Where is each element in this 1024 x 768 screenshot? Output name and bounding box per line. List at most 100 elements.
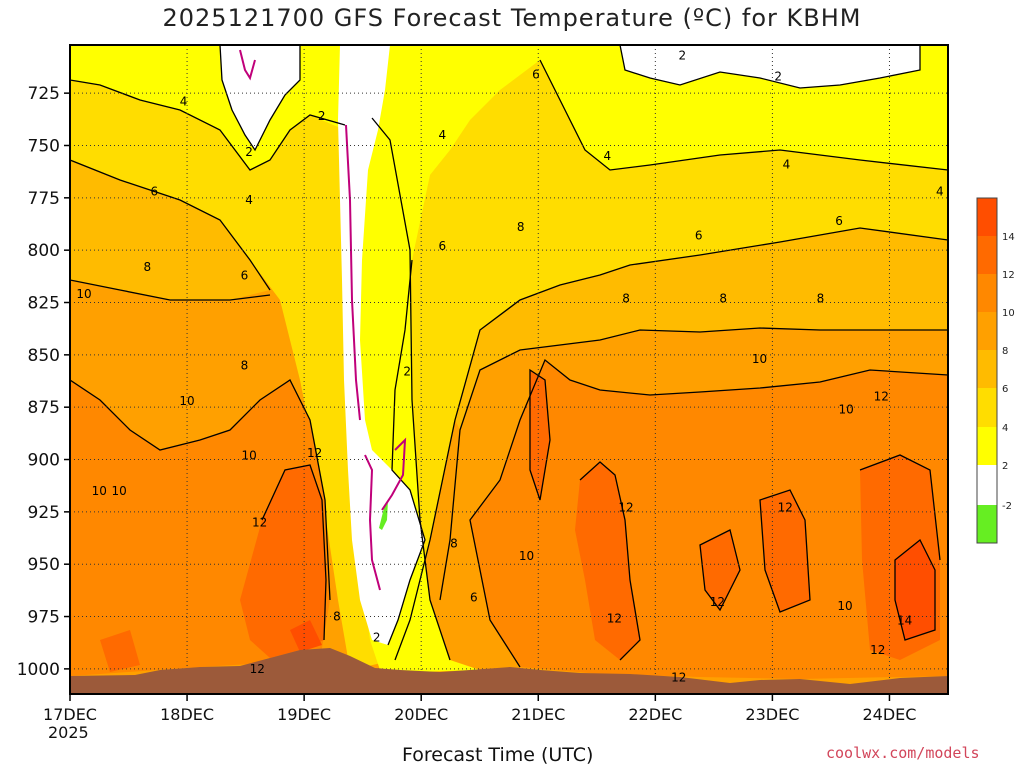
- contour-label-26: 10: [179, 394, 194, 408]
- y-axis: 725 750 775 800 825 850 875 900 925 950 975 1000: [17, 84, 70, 680]
- contour-line-3: [70, 379, 331, 601]
- contour-label-43: 2: [373, 630, 381, 644]
- colorbar-tick-4: 6: [1002, 384, 1008, 395]
- colorbar-tick-5: 4: [1002, 423, 1008, 434]
- colorbar-tick-2: 10: [1002, 308, 1015, 319]
- x-tick-label-24DEC: 24DEC: [862, 705, 916, 724]
- contour-label-8: 4: [783, 157, 791, 171]
- contour-label-5: 4: [438, 128, 446, 142]
- y-tick-label-925: 925: [28, 503, 60, 523]
- x-tick-label-23DEC: 23DEC: [745, 705, 799, 724]
- colorbar-tick-7: -2: [1002, 501, 1012, 512]
- contour-label-38: 6: [470, 591, 478, 605]
- contour-label-0: 2: [678, 48, 686, 62]
- x-axis-title: Forecast Time (UTC): [402, 744, 594, 766]
- y-tick-label-875: 875: [28, 398, 60, 418]
- fill-gt-14C-24dec: [895, 540, 935, 640]
- contour-label-37: 12: [710, 595, 725, 609]
- contour-label-17: 6: [241, 268, 249, 282]
- freezing-line-2: [364, 454, 381, 591]
- colorbar-swatch-2-4: [977, 427, 997, 465]
- colorbar-swatch-lt-m2: [977, 505, 997, 543]
- contour-label-35: 8: [450, 536, 458, 550]
- colorbar-swatch-12-14: [977, 236, 997, 274]
- contour-line-1: [70, 159, 271, 291]
- contour-line-6: [394, 227, 948, 661]
- y-tick-label-825: 825: [28, 294, 60, 314]
- y-tick-label-850: 850: [28, 346, 60, 366]
- grid-lines: [70, 45, 948, 694]
- colorbar-swatch-8-10: [977, 312, 997, 350]
- contour-line-15: [387, 259, 426, 646]
- y-tick-label-750: 750: [28, 136, 60, 156]
- plot-frame: [69, 44, 949, 695]
- x-tick-label-19DEC: 19DEC: [277, 705, 331, 724]
- contour-label-13: 8: [517, 220, 525, 234]
- contour-label-24: 2: [403, 365, 411, 379]
- contour-label-45: 12: [250, 662, 265, 676]
- contour-label-20: 8: [817, 291, 825, 305]
- contour-line-4: [261, 464, 327, 641]
- colorbar-swatch-gt-14: [977, 198, 997, 236]
- fill-6-8C-left: [70, 160, 270, 300]
- fill-12-14C-17dec: [100, 630, 140, 672]
- contour-line-10: [579, 461, 641, 661]
- contour-label-10: 4: [245, 193, 253, 207]
- contour-line-0: [70, 79, 346, 171]
- colorbar-tick-0: 14: [1002, 232, 1015, 243]
- contour-label-14: 6: [695, 229, 703, 243]
- fill-2-4C: [70, 45, 948, 395]
- freezing-line-3: [381, 437, 407, 511]
- colorbar-tick-1: 12: [1002, 270, 1015, 281]
- contour-label-41: 12: [607, 612, 622, 626]
- colorbar-tick-3: 8: [1002, 346, 1008, 357]
- contour-lines: [70, 45, 948, 668]
- freezing-line-1: [239, 49, 256, 81]
- x-tick-label-18DEC: 18DEC: [160, 705, 214, 724]
- contour-label-31: 10: [112, 484, 127, 498]
- colorbar-frame: [976, 197, 998, 544]
- contour-label-6: 2: [245, 145, 253, 159]
- contour-line-12: [759, 489, 811, 613]
- y-tick-label-800: 800: [28, 241, 60, 261]
- contour-label-44: 12: [870, 643, 885, 657]
- contour-label-4: 2: [318, 109, 326, 123]
- contour-label-42: 14: [897, 614, 912, 628]
- fill-near-zero-column: [338, 45, 425, 645]
- contour-label-15: 6: [438, 239, 446, 253]
- temperature-fills: [70, 45, 948, 679]
- y-tick-label-1000: 1000: [17, 660, 60, 680]
- plot-area: 2 2 6 4 2 4 2 4 4 6 4 4 6 8 6 6 8 6 8 8 8 10 10 8 2 12 10 10 12 10 10 1…: [69, 44, 949, 695]
- contour-line-13: [859, 454, 941, 561]
- y-tick-label-725: 725: [28, 84, 60, 104]
- contour-label-25: 12: [874, 390, 889, 404]
- x-axis: 2025 17DEC 18DEC 19DEC 20DEC 21DEC 22DEC 23DEC…: [43, 694, 916, 740]
- fill-gt-14C-19dec: [290, 620, 322, 652]
- contour-label-46: 12: [671, 670, 686, 684]
- fill-12-14C-22dec: [575, 462, 640, 660]
- x-tick-label-17DEC: 17DEC: [43, 705, 97, 724]
- fill-6-8C-right: [455, 228, 948, 430]
- contour-line-17: [619, 45, 921, 89]
- contour-line-7: [439, 327, 948, 601]
- fill-below-minus-2C: [379, 500, 388, 530]
- contour-label-9: 6: [150, 185, 158, 199]
- colorbar-swatch-6-8: [977, 350, 997, 388]
- terrain-surface: [70, 648, 948, 694]
- contour-label-16: 8: [143, 260, 151, 274]
- contour-labels: 2 2 6 4 2 4 2 4 4 6 4 4 6 8 6 6 8 6 8 8 8 10 10 8 2 12 10 10 12 10 10 1…: [76, 48, 943, 684]
- freezing-line-0: [345, 124, 361, 421]
- contour-line-18: [219, 45, 301, 152]
- chart-title: 2025121700 GFS Forecast Temperature (ºC)…: [162, 4, 862, 32]
- contour-label-29: 10: [241, 448, 256, 462]
- contour-label-3: 4: [180, 95, 188, 109]
- x-tick-label-20DEC: 20DEC: [394, 705, 448, 724]
- contour-line-16: [371, 117, 451, 661]
- contour-line-11: [699, 529, 741, 612]
- colorbar: 14 12 10 8 6 4 2 -2: [976, 197, 1015, 544]
- site-credit: coolwx.com/models: [826, 744, 980, 762]
- contour-label-34: 12: [252, 515, 267, 529]
- fill-4-6C: [70, 45, 948, 670]
- contour-line-9: [529, 368, 551, 501]
